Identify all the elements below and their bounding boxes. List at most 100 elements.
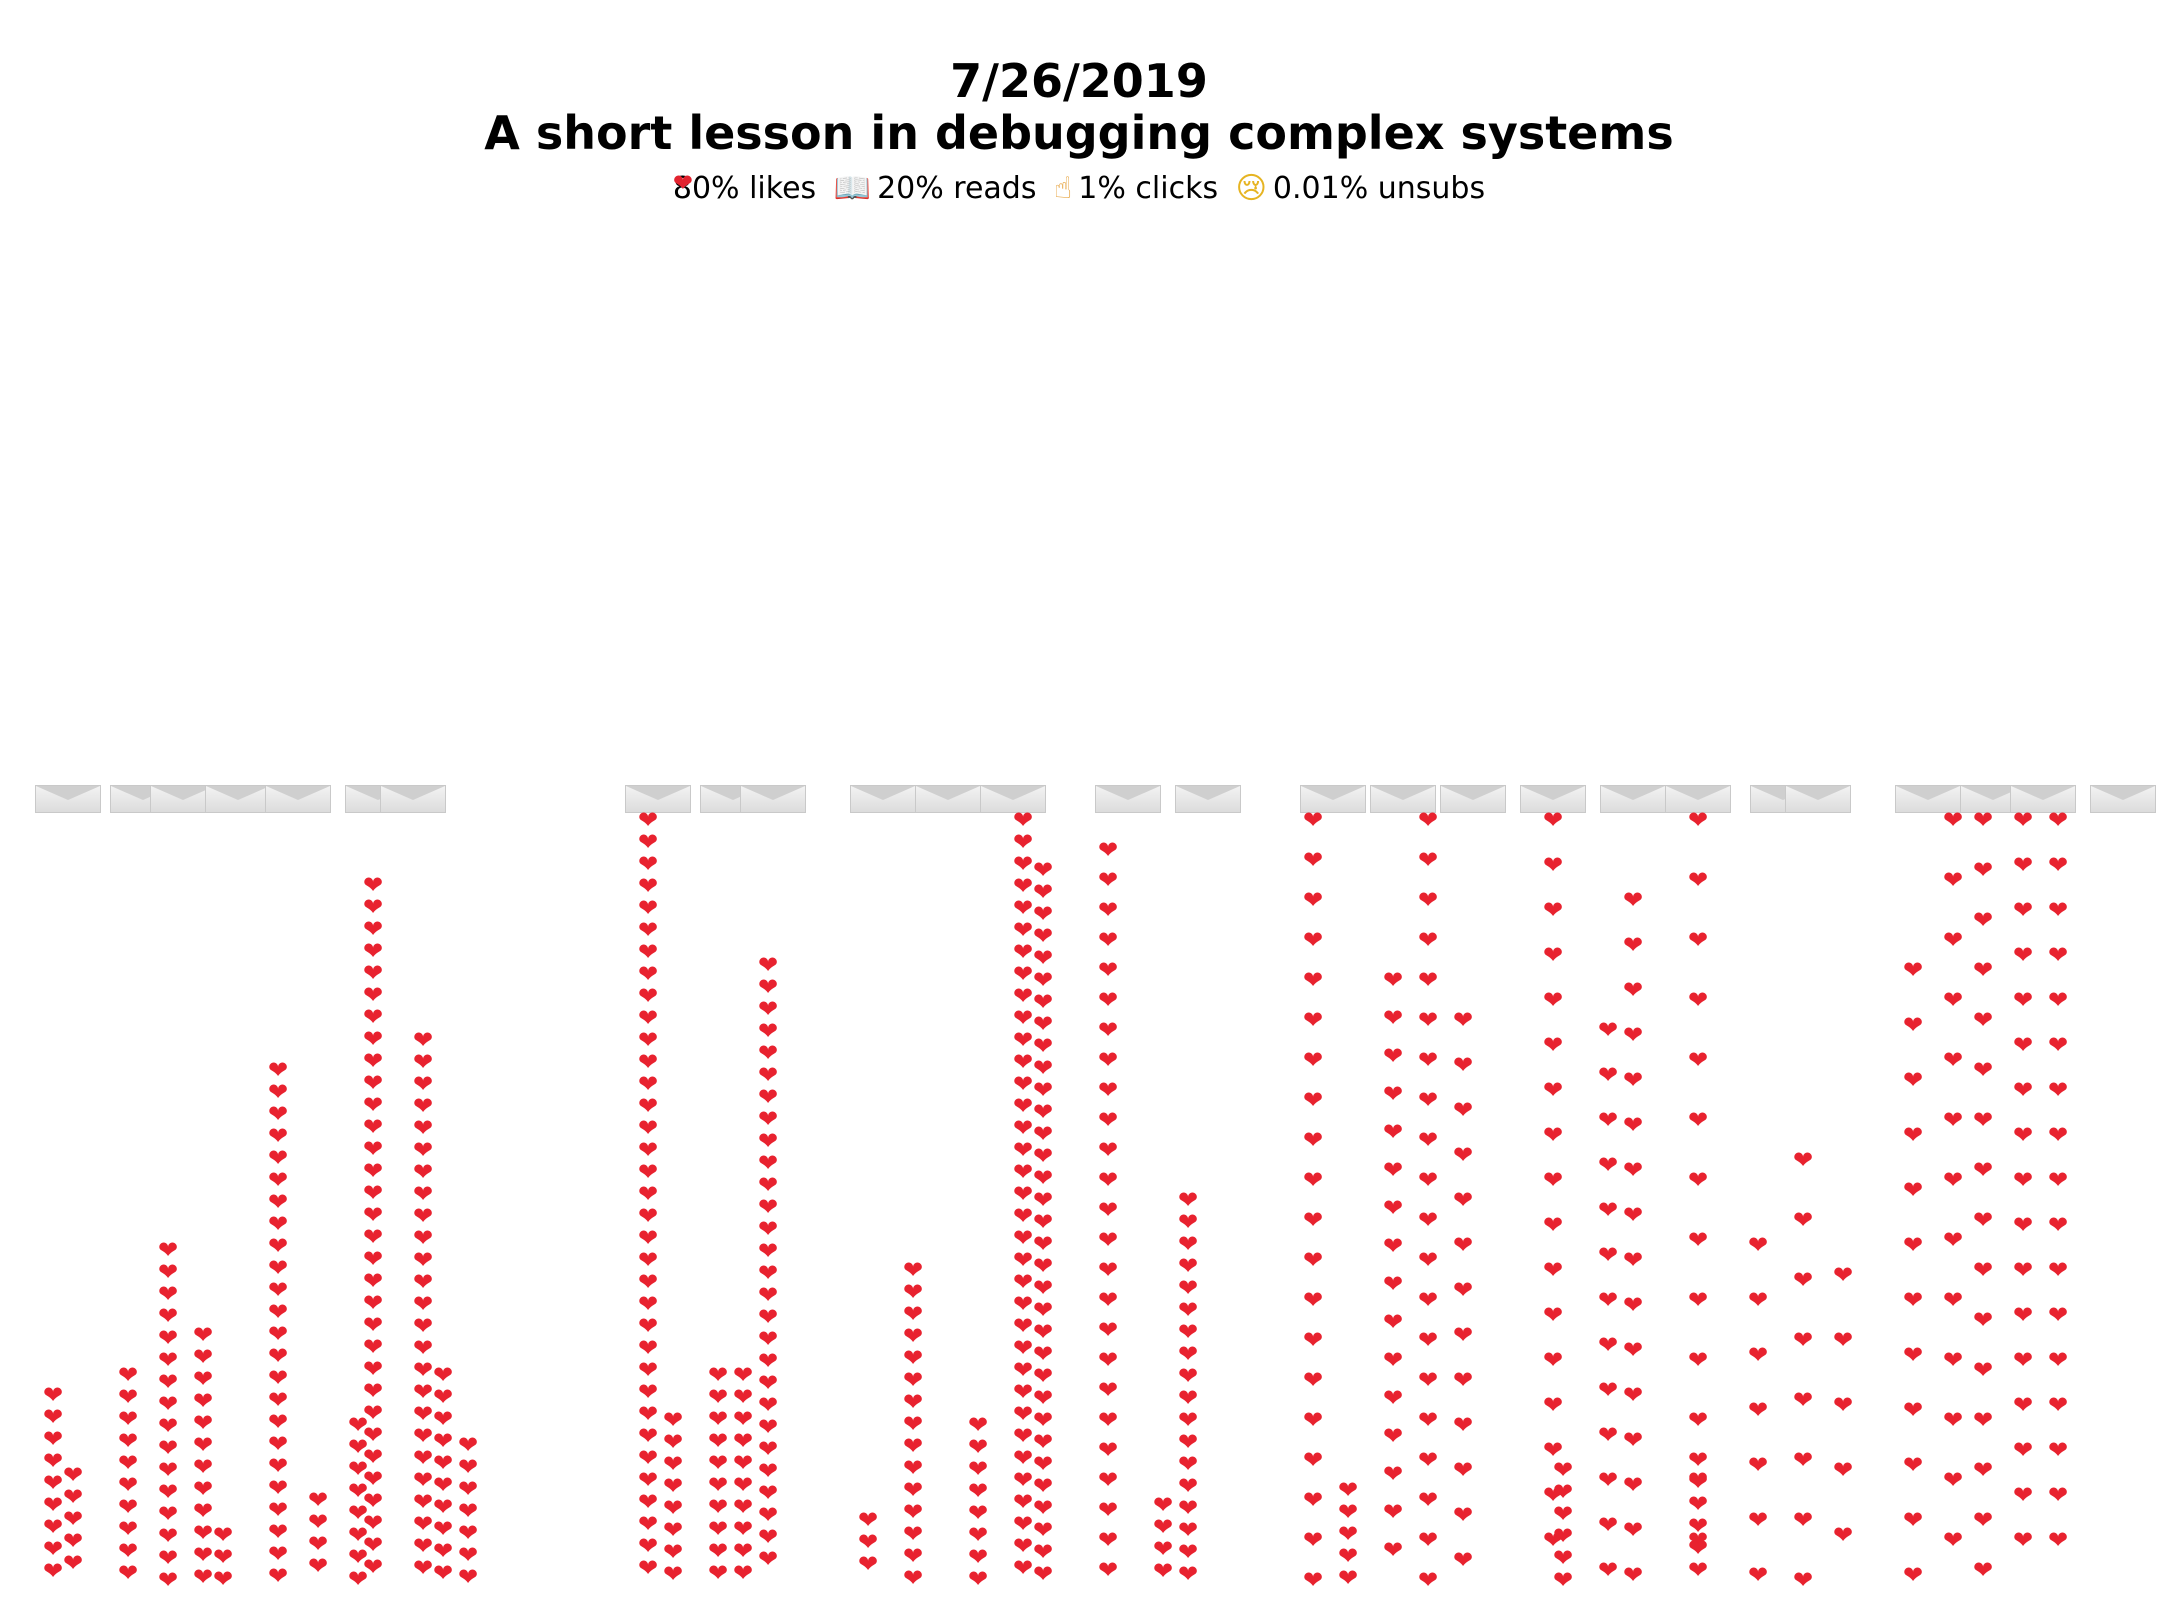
heart-icon: ❤	[268, 1078, 289, 1106]
heart-icon: ❤	[1903, 1176, 1924, 1204]
heart-icon: ❤	[1623, 1516, 1644, 1544]
heart-icon: ❤	[363, 1223, 384, 1251]
heart-icon: ❤	[363, 1245, 384, 1273]
heart-icon: ❤	[968, 1477, 989, 1505]
heart-icon: ❤	[413, 1136, 434, 1164]
heart-icon: ❤	[1013, 938, 1034, 966]
heart-icon: ❤	[1013, 960, 1034, 988]
heart-icon: ❤	[118, 1383, 139, 1411]
heart-icon: ❤	[758, 1303, 779, 1331]
heart-icon: ❤	[1453, 1456, 1474, 1484]
heart-icon: ❤	[1303, 1206, 1324, 1234]
heart-icon: ❤	[1553, 1522, 1574, 1550]
heart-icon: ❤	[1013, 1378, 1034, 1406]
heart-icon: ❤	[158, 1302, 179, 1330]
heart-icon: ❤	[1013, 850, 1034, 878]
heart-icon: ❤	[363, 1465, 384, 1493]
heart-icon: ❤	[2048, 1121, 2069, 1149]
heart-icon: ❤	[1383, 1536, 1404, 1564]
heart-icon: ❤	[308, 1508, 329, 1536]
heart-icon: ❤	[1418, 1446, 1439, 1474]
heart-icon: ❤	[1688, 806, 1709, 834]
heart-icon: ❤	[1543, 1481, 1564, 1509]
heart-icon: ❤	[413, 1378, 434, 1406]
heart-icon: ❤	[708, 1449, 729, 1477]
heart-icon: ❤	[1623, 1336, 1644, 1364]
heart-icon: ❤	[213, 1521, 234, 1549]
heart-icon: ❤	[118, 1361, 139, 1389]
heart-icon: ❤	[1153, 1557, 1174, 1585]
heart-icon: ❤	[1598, 1106, 1619, 1134]
heart-icon: ❤	[1418, 1566, 1439, 1594]
heart-icon: ❤	[118, 1471, 139, 1499]
heart-icon: ❤	[1303, 806, 1324, 834]
heart-icon: ❤	[1098, 1556, 1119, 1584]
heart-icon: ❤	[1418, 1486, 1439, 1514]
heart-icon: ❤	[1623, 886, 1644, 914]
heart-icon: ❤	[663, 1560, 684, 1588]
heart-icon: ❤	[158, 1500, 179, 1528]
heart-icon: ❤	[708, 1361, 729, 1389]
heart-icon: ❤	[1178, 1362, 1199, 1390]
heart-icon: ❤	[1943, 1286, 1964, 1314]
envelope-icon	[1095, 785, 1161, 813]
heart-icon: ❤	[2048, 806, 2069, 834]
heart-icon: ❤	[1903, 956, 1924, 984]
heart-icon: ❤	[363, 1179, 384, 1207]
heart-icon: ❤	[1418, 1246, 1439, 1274]
heart-icon: ❤	[193, 1387, 214, 1415]
heart-icon: ❤	[363, 1091, 384, 1119]
heart-icon: ❤	[1033, 1560, 1054, 1588]
heart-icon: ❤	[758, 1413, 779, 1441]
heart-icon: ❤	[1973, 856, 1994, 884]
heart-icon: ❤	[1453, 1501, 1474, 1529]
heart-icon: ❤	[1033, 1406, 1054, 1434]
heart-icon: ❤	[193, 1365, 214, 1393]
heart-icon: ❤	[1688, 986, 1709, 1014]
heart-icon: ❤	[413, 1158, 434, 1186]
heart-icon: ❤	[1903, 1011, 1924, 1039]
heart-icon: ❤	[1013, 1422, 1034, 1450]
heart-icon: ❤	[433, 1405, 454, 1433]
heart-icon: ❤	[193, 1541, 214, 1569]
heart-icon: ❤	[1418, 1086, 1439, 1114]
heart-icon: ❤	[1033, 1142, 1054, 1170]
heart-icon: ❤	[118, 1427, 139, 1455]
heart-icon: ❤	[638, 982, 659, 1010]
envelope-icon	[110, 785, 176, 813]
heart-icon: ❤	[663, 1472, 684, 1500]
heart-icon: ❤	[433, 1361, 454, 1389]
heart-icon: ❤	[1598, 1016, 1619, 1044]
heart-icon: ❤	[1033, 1340, 1054, 1368]
heart-icon: ❤	[1153, 1513, 1174, 1541]
heart-icon: ❤	[1553, 1566, 1574, 1594]
heart-icon: ❤	[1013, 1466, 1034, 1494]
heart-icon: ❤	[638, 1114, 659, 1142]
heart-icon: ❤	[1178, 1186, 1199, 1214]
heart-icon: ❤	[1598, 1241, 1619, 1269]
heart-icon: ❤	[1303, 966, 1324, 994]
pointing-finger-icon: ☝	[1054, 171, 1073, 206]
heart-icon: ❤	[1543, 1526, 1564, 1554]
heart-icon: ❤	[1033, 988, 1054, 1016]
heart-icon: ❤	[1303, 1326, 1324, 1354]
heart-icon: ❤	[2013, 986, 2034, 1014]
heart-icon: ❤	[2013, 1031, 2034, 1059]
heart-icon: ❤	[413, 1048, 434, 1076]
heart-icon: ❤	[2048, 1481, 2069, 1509]
envelope-icon	[380, 785, 446, 813]
heart-icon: ❤	[363, 1069, 384, 1097]
heart-icon: ❤	[708, 1493, 729, 1521]
heart-icon: ❤	[268, 1122, 289, 1150]
heart-icon: ❤	[638, 1004, 659, 1032]
heart-icon: ❤	[638, 1444, 659, 1472]
heart-icon: ❤	[1688, 866, 1709, 894]
heart-icon: ❤	[1383, 1080, 1404, 1108]
heart-icon: ❤	[1453, 1006, 1474, 1034]
heart-icon: ❤	[1973, 906, 1994, 934]
heart-icon: ❤	[1033, 878, 1054, 906]
heart-icon: ❤	[733, 1559, 754, 1587]
heart-icon: ❤	[363, 1311, 384, 1339]
envelope-icon	[1300, 785, 1366, 813]
heart-icon: ❤	[268, 1056, 289, 1084]
